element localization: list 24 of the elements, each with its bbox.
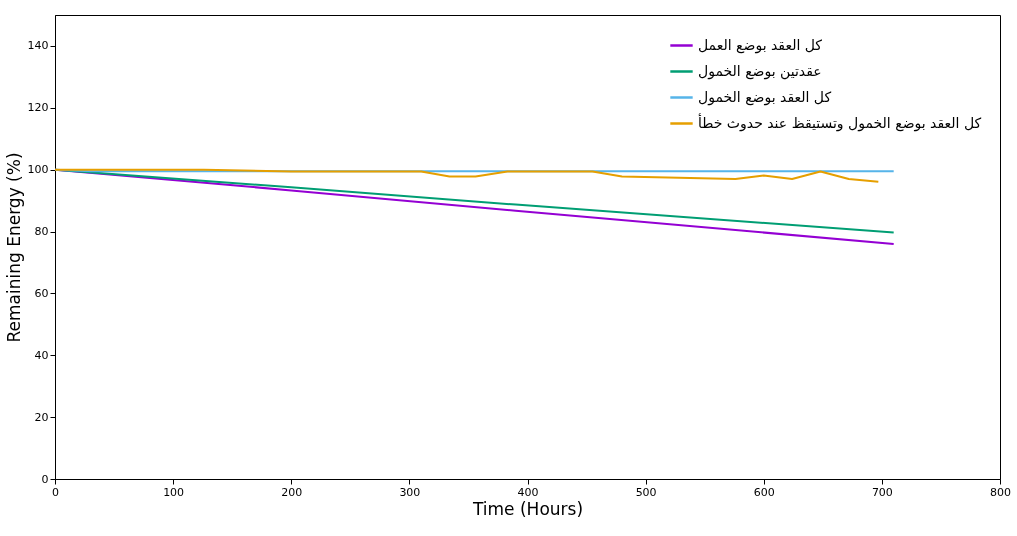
y-tick-label: 120 — [27, 101, 49, 115]
y-tick-label: 100 — [27, 163, 49, 177]
x-tick-label: 500 — [635, 485, 657, 499]
x-tick-label: 800 — [990, 485, 1011, 499]
x-tick-label: 300 — [399, 485, 421, 499]
x-tick-label: 600 — [753, 485, 775, 499]
y-tick-label: 60 — [34, 286, 49, 300]
y-axis-title: Remaining Energy (%) — [3, 152, 24, 343]
x-axis-title: Time (Hours) — [471, 498, 584, 519]
y-tick-label: 0 — [41, 472, 49, 486]
x-tick-label: 100 — [163, 485, 185, 499]
legend-label: كل العقد بوضع العمل — [698, 36, 823, 54]
x-tick-label: 700 — [871, 485, 893, 499]
y-tick-label: 20 — [34, 410, 49, 424]
line-series — [54, 168, 880, 183]
legend-label: عقدتين بوضع الخمول — [698, 62, 822, 80]
x-tick-label: 0 — [52, 485, 59, 499]
y-tick-label: 40 — [34, 348, 49, 362]
y-tick-label: 140 — [27, 39, 49, 53]
x-tick-label: 400 — [517, 485, 539, 499]
x-tick-label: 200 — [281, 485, 303, 499]
y-tick-label: 80 — [34, 225, 49, 239]
legend-label: كل العقد بوضع الخمول وتستيقظ عند حدوث خطأ — [698, 112, 982, 132]
legend-label: كل العقد بوضع الخمول — [698, 88, 832, 106]
